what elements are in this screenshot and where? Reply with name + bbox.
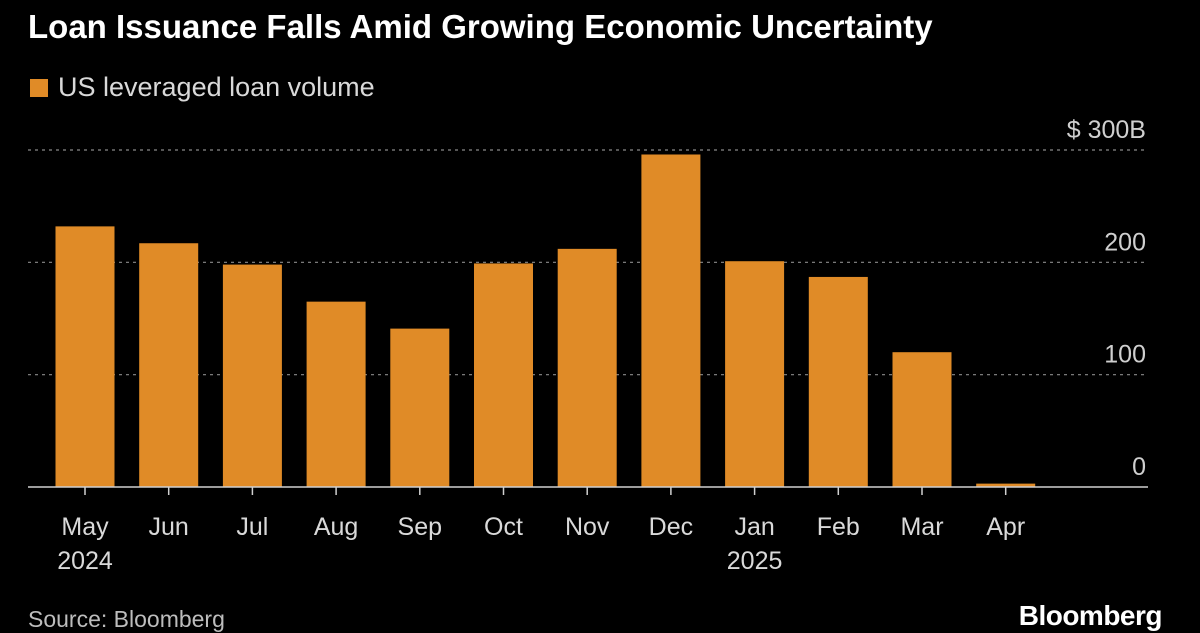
x-tick-label-feb: Feb — [817, 513, 860, 541]
y-tick-label-200: 200 — [1104, 228, 1146, 256]
x-year-label-2025: 2025 — [727, 547, 783, 575]
legend-swatch — [30, 78, 48, 97]
x-tick-label-jan: Jan — [734, 513, 774, 541]
x-tick-label-dec: Dec — [649, 513, 693, 541]
x-tick-label-jun: Jun — [149, 513, 189, 541]
bar-oct — [474, 263, 533, 487]
chart-title: Loan Issuance Falls Amid Growing Economi… — [28, 8, 933, 45]
chart-legend: US leveraged loan volume — [30, 72, 375, 103]
x-tick-label-aug: Aug — [314, 513, 358, 541]
x-tick-label-mar: Mar — [900, 513, 943, 541]
x-year-label-2024: 2024 — [57, 547, 113, 575]
bar-jun — [139, 243, 199, 487]
bar-feb — [808, 276, 868, 487]
source-note: Source: Bloomberg — [28, 606, 225, 632]
y-tick-label-300: $ 300B — [1067, 116, 1146, 144]
x-tick-label-apr: Apr — [986, 513, 1025, 541]
x-tick-label-may: May — [61, 513, 109, 541]
x-axis-labels: May 2024 Jun Jul Aug Sep Oct Nov Dec Jan 2025 Feb Ma… — [57, 513, 1025, 575]
bar-nov — [557, 248, 617, 487]
legend-label: US leveraged loan volume — [58, 72, 375, 102]
y-tick-label-0: 0 — [1132, 453, 1146, 481]
bar-aug — [306, 301, 366, 487]
x-axis — [28, 486, 1148, 495]
x-tick-label-nov: Nov — [565, 513, 610, 541]
x-tick-label-sep: Sep — [398, 513, 442, 541]
y-axis-labels: $ 300B 200 100 0 — [1067, 116, 1146, 481]
bar-mar — [892, 352, 952, 487]
bar-dec — [641, 154, 701, 487]
bar-jul — [222, 264, 282, 487]
bar-sep — [390, 328, 450, 487]
bar-may — [55, 226, 115, 488]
bloomberg-logo: Bloomberg — [1018, 600, 1163, 631]
x-tick-label-oct: Oct — [484, 513, 523, 541]
bar-jan — [725, 261, 785, 487]
y-tick-label-100: 100 — [1104, 341, 1146, 369]
bar-apr — [976, 483, 1036, 487]
bars — [55, 154, 1036, 488]
x-tick-label-jul: Jul — [236, 513, 268, 541]
